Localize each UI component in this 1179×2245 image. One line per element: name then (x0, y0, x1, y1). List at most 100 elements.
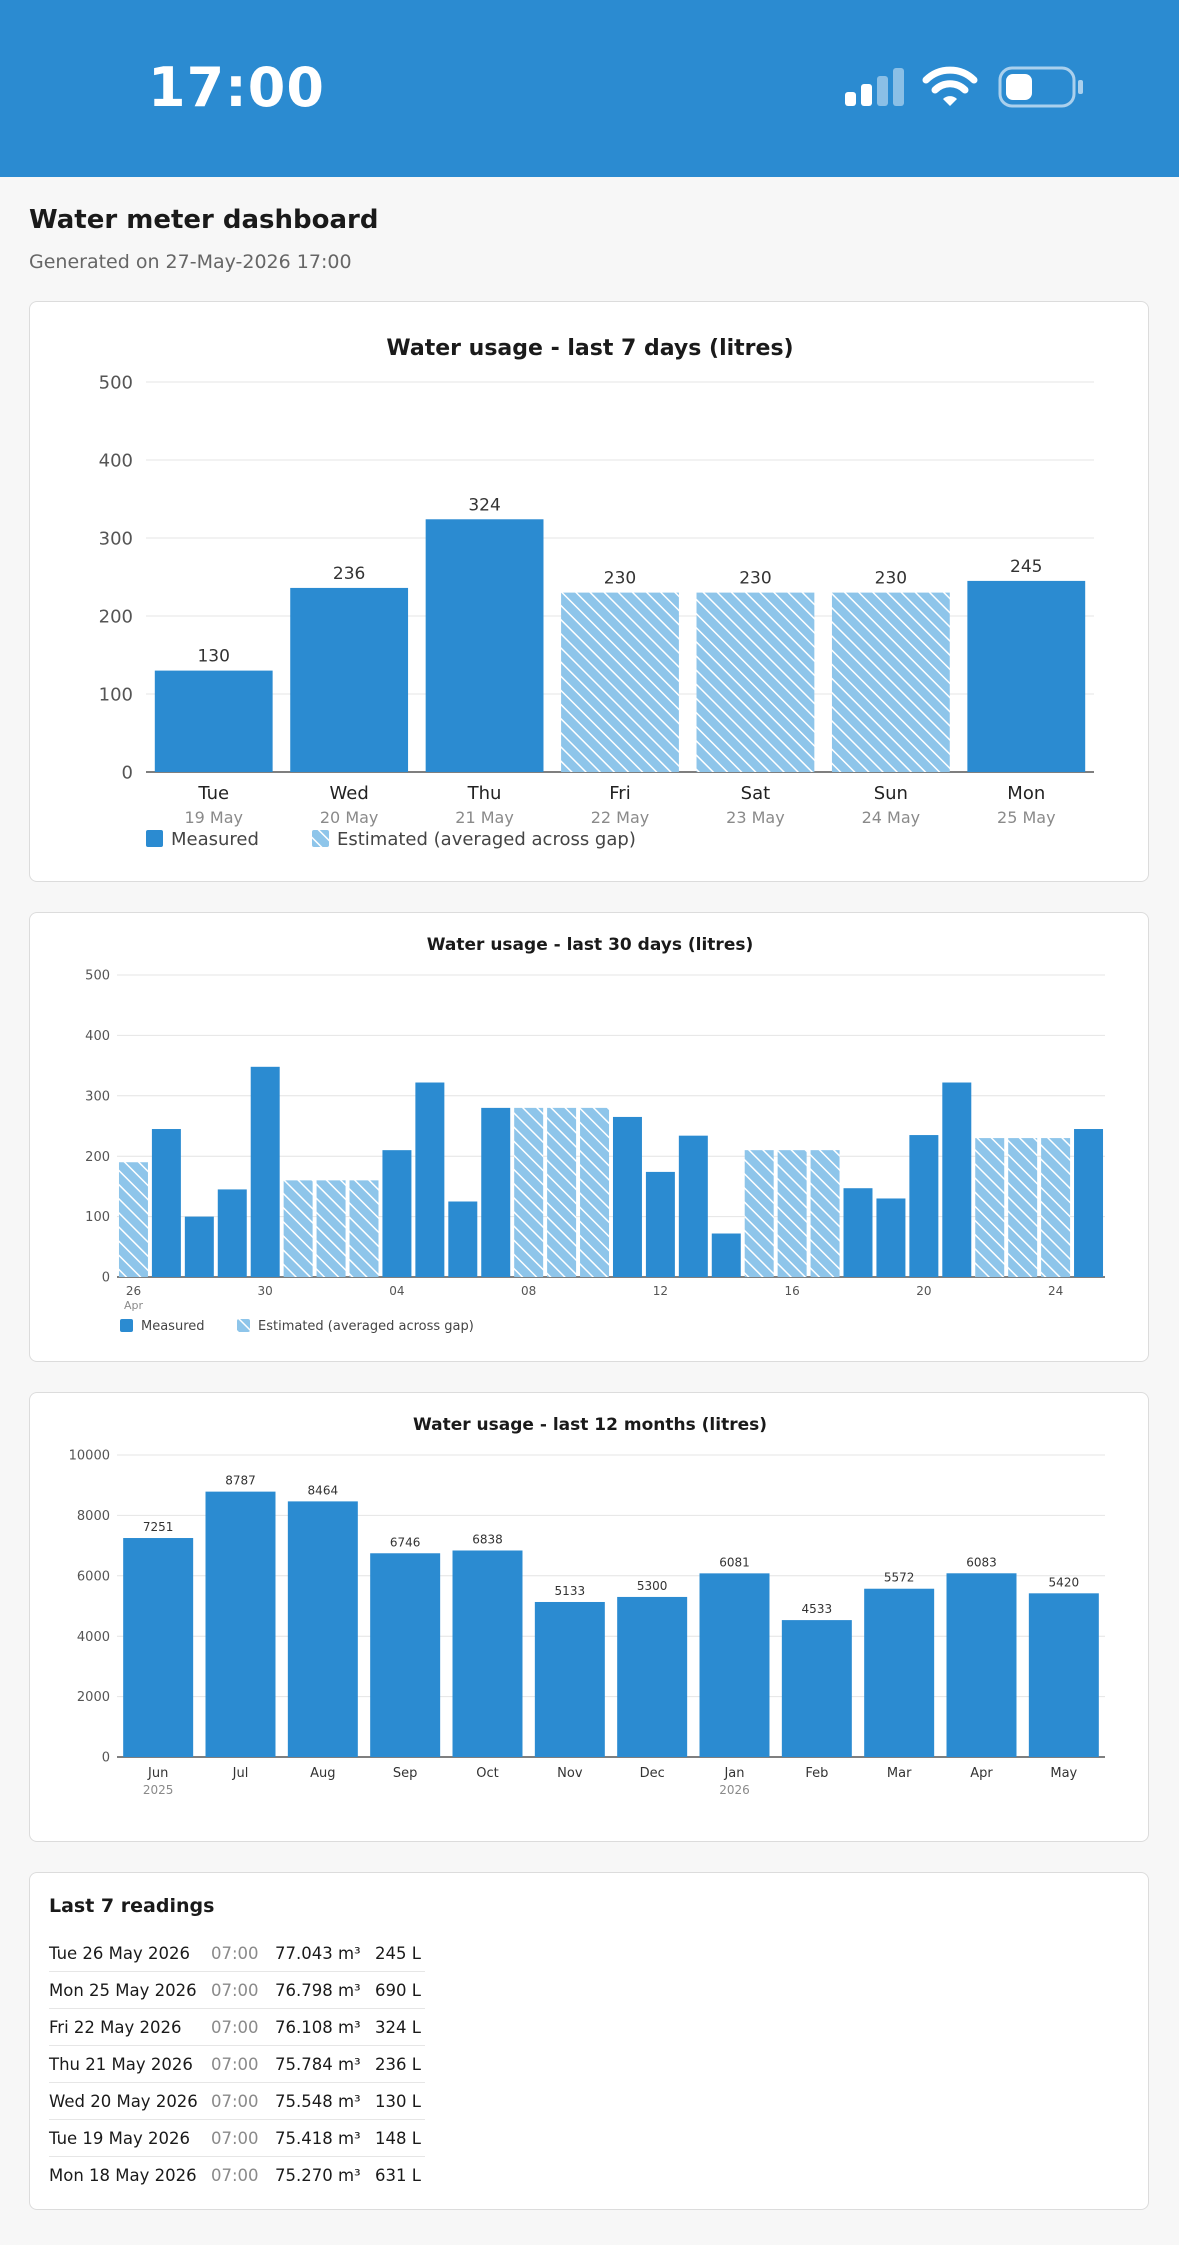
bar-estimated (580, 1107, 610, 1277)
y-tick-label: 0 (102, 1751, 110, 1766)
bar (154, 670, 273, 772)
legend-label-measured: Measured (141, 1319, 205, 1334)
legend-label-measured: Measured (171, 829, 259, 850)
bar-estimated (547, 1107, 577, 1277)
reading-meter: 75.270 m³ (275, 2165, 361, 2185)
page-subtitle: Generated on 27-May-2026 17:00 (29, 251, 352, 273)
bar-estimated (316, 1180, 346, 1277)
bar-value-label: 7251 (143, 1520, 174, 1534)
x-tick-label: Oct (476, 1766, 498, 1781)
reading-row: Wed 20 May 2026 07:00 75.548 m³ 130 L (49, 2082, 425, 2120)
reading-usage: 631 L (375, 2165, 421, 2185)
x-tick-label: 30 (258, 1284, 273, 1298)
bar (452, 1550, 523, 1757)
x-tick-label: Thu (467, 783, 502, 804)
reading-date: Mon 18 May 2026 (49, 2165, 197, 2185)
x-sub-label: 24 May (862, 808, 921, 827)
x-sub-label: 19 May (184, 808, 243, 827)
reading-row: Mon 25 May 2026 07:00 76.798 m³ 690 L (49, 1971, 425, 2009)
x-tick-label: 12 (653, 1284, 668, 1298)
reading-usage: 130 L (375, 2082, 425, 2120)
bar-estimated (696, 592, 815, 772)
x-tick-label: Sat (741, 783, 771, 804)
x-tick-label: Aug (310, 1766, 335, 1781)
x-sub-label: 21 May (455, 808, 514, 827)
bar-value-label: 4533 (802, 1602, 833, 1616)
y-tick-label: 200 (85, 1150, 110, 1165)
reading-row: Tue 26 May 2026 07:00 77.043 m³ 245 L (49, 1935, 425, 1972)
reading-meter: 76.108 m³ (275, 2008, 375, 2046)
bar-estimated (777, 1150, 807, 1277)
bar-value-label: 8464 (308, 1483, 339, 1497)
bar (612, 1116, 642, 1277)
bar-value-label: 324 (468, 495, 500, 515)
bar (425, 519, 544, 772)
bar (250, 1066, 280, 1277)
bar (123, 1538, 194, 1757)
x-tick-label: Feb (805, 1766, 828, 1781)
bar-estimated (1008, 1138, 1038, 1277)
bar (217, 1189, 247, 1277)
reading-time: 07:00 (211, 1935, 275, 1972)
readings-table: Tue 26 May 2026 07:00 77.043 m³ 245 L Mon 25… (49, 1935, 425, 2193)
reading-row: Tue 19 May 2026 07:00 75.418 m³ 148 L (49, 2119, 425, 2157)
y-tick-label: 10000 (69, 1449, 110, 1464)
y-tick-label: 200 (99, 606, 133, 627)
bar-value-label: 230 (604, 569, 636, 589)
chart-title: Water usage - last 7 days (litres) (386, 336, 793, 361)
reading-meter: 75.418 m³ (275, 2119, 375, 2157)
bar (370, 1553, 441, 1757)
cellular-signal-icon (845, 68, 904, 106)
chart-card-30-days: Water usage - last 30 days (litres) 0 100 2… (29, 912, 1149, 1362)
chart-card-7-days: Water usage - last 7 days (litres) 0 100 20… (29, 301, 1149, 882)
legend-swatch-measured (120, 1319, 133, 1332)
x-tick-label: 26 (126, 1284, 141, 1298)
page-header: Water meter dashboard Generated on 27-Ma… (29, 205, 379, 273)
chart-7-days: Water usage - last 7 days (litres) 0 100 20… (99, 336, 1094, 850)
bar-value-label: 245 (1010, 557, 1042, 577)
x-tick-label: Jul (232, 1766, 249, 1781)
x-sub-label: 22 May (591, 808, 650, 827)
bar (287, 1501, 358, 1757)
reading-meter: 77.043 m³ (275, 1935, 375, 1972)
legend-swatch-measured (146, 830, 163, 847)
reading-usage: 148 L (375, 2119, 425, 2157)
bar-estimated (514, 1107, 544, 1277)
bar (205, 1491, 276, 1757)
y-tick-label: 500 (85, 969, 110, 984)
bar (711, 1233, 741, 1277)
x-tick-label: Nov (557, 1766, 583, 1781)
x-tick-label: 20 (916, 1284, 931, 1298)
bar-estimated (1041, 1138, 1071, 1277)
bar (645, 1171, 675, 1277)
reading-row: Mon 18 May 2026 07:00 75.270 m³ 631 L (49, 2157, 425, 2194)
bar-value-label: 5572 (884, 1571, 915, 1585)
bar-value-label: 8787 (225, 1474, 256, 1488)
bar-value-label: 5420 (1049, 1575, 1080, 1589)
bar (843, 1188, 873, 1277)
y-tick-label: 300 (99, 528, 133, 549)
x-month-label: Apr (124, 1299, 144, 1312)
y-tick-label: 8000 (77, 1509, 110, 1524)
x-tick-label: 08 (521, 1284, 536, 1298)
reading-date: Thu 21 May 2026 (49, 2045, 211, 2083)
reading-meter: 75.784 m³ (275, 2045, 375, 2083)
bar (290, 587, 409, 772)
bar-estimated (744, 1150, 774, 1277)
status-bar: 17:00 (0, 0, 1179, 177)
reading-time: 07:00 (211, 2045, 275, 2083)
chart-12-months: Water usage - last 12 months (litres) 0 20… (69, 1415, 1105, 1797)
x-tick-label: Tue (197, 783, 229, 804)
bar-estimated (118, 1162, 148, 1277)
bar-value-label: 5133 (555, 1584, 586, 1598)
bar-value-label: 230 (875, 569, 907, 589)
reading-date: Tue 26 May 2026 (49, 1935, 211, 1972)
y-tick-label: 6000 (77, 1569, 110, 1584)
bar-estimated (831, 592, 950, 772)
chart-card-12-months: Water usage - last 12 months (litres) 0 20… (29, 1392, 1149, 1842)
bar-estimated (283, 1180, 313, 1277)
bar (448, 1201, 478, 1277)
chart-title: Water usage - last 12 months (litres) (413, 1415, 767, 1435)
y-tick-label: 100 (99, 684, 133, 705)
reading-time: 07:00 (211, 2008, 275, 2046)
